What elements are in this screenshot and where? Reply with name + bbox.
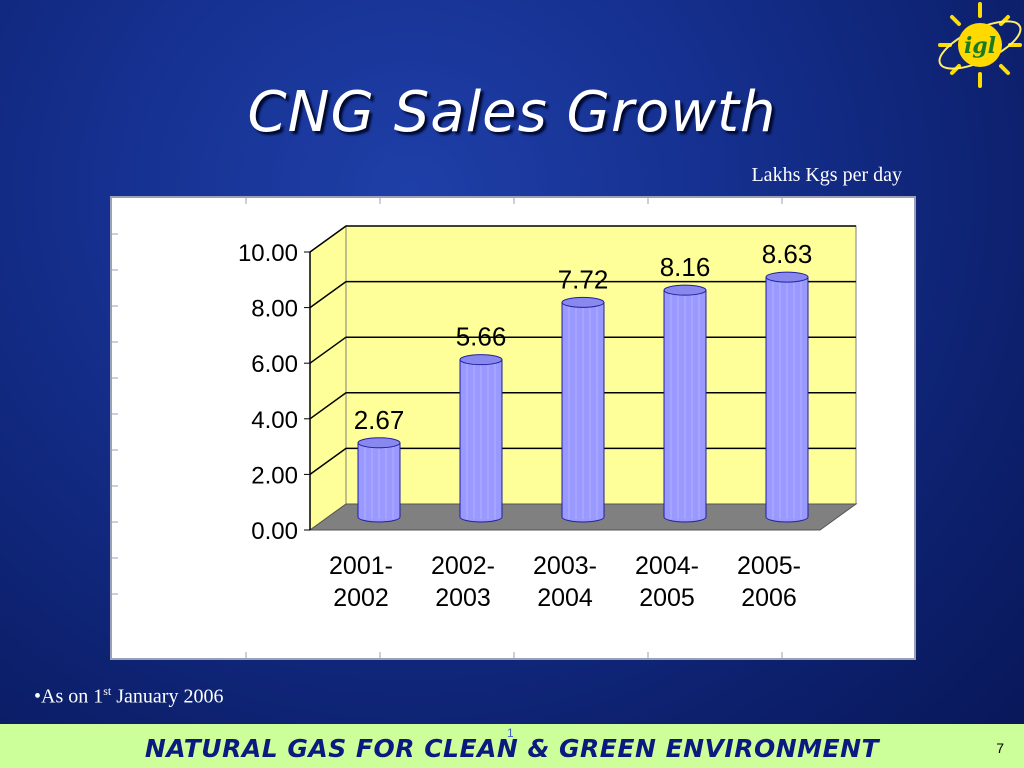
footer-slogan: NATURAL GAS FOR CLEAN & GREEN ENVIRONMEN…	[144, 734, 880, 763]
data-label: 7.72	[558, 264, 609, 294]
x-tick-label: 2002-	[431, 552, 495, 580]
x-tick-label: 2003-	[533, 552, 597, 580]
y-tick-label: 6.00	[251, 351, 298, 378]
bar-1	[459, 354, 503, 523]
y-tick-label: 8.00	[251, 296, 298, 323]
logo-text: igl	[964, 33, 996, 59]
slide-title: CNG Sales Growth	[247, 80, 777, 145]
bar-top	[765, 271, 809, 283]
x-tick-label: 2005	[639, 584, 695, 612]
bar-top	[357, 437, 401, 449]
plot-side-wall	[309, 225, 347, 531]
footnote: •As on 1st January 2006	[34, 684, 223, 709]
bar-top	[561, 296, 605, 308]
footer-mark: 1	[507, 726, 514, 740]
x-tick-label: 2005-	[737, 552, 801, 580]
y-tick-label: 10.00	[238, 240, 298, 267]
x-tick-label: 2002	[333, 584, 389, 612]
bar-top	[459, 354, 503, 366]
data-label: 5.66	[456, 322, 507, 352]
footnote-prefix: •As on 1	[34, 685, 104, 708]
data-label: 2.67	[354, 405, 405, 435]
bar-top	[663, 284, 707, 296]
gridline	[309, 280, 856, 309]
x-tick-label: 2001-	[329, 552, 393, 580]
bar-0	[357, 437, 401, 523]
page-number: 7	[996, 740, 1004, 756]
chart-frame: 0.00 2.00 4.00 6.00 8.00 10.00 2.67 5.66 7.72 8.1…	[110, 196, 916, 660]
data-label: 8.16	[660, 252, 711, 282]
x-tick-label: 2004-	[635, 552, 699, 580]
x-tick-label: 2004	[537, 584, 593, 612]
footnote-suffix: January 2006	[111, 685, 224, 708]
units-label: Lakhs Kgs per day	[751, 164, 902, 186]
bar-3	[663, 284, 707, 523]
x-tick-label: 2003	[435, 584, 491, 612]
y-tick-label: 2.00	[251, 462, 298, 489]
footer-band: 1 NATURAL GAS FOR CLEAN & GREEN ENVIRONM…	[0, 724, 1024, 768]
gridline	[309, 225, 856, 253]
y-tick-label: 4.00	[251, 407, 298, 434]
data-label: 8.63	[762, 239, 813, 269]
x-tick-label: 2006	[741, 584, 797, 612]
footnote-superscript: st	[103, 684, 112, 698]
igl-logo: igl	[930, 0, 1024, 92]
y-tick-label: 0.00	[251, 518, 298, 545]
bar-4	[765, 271, 809, 523]
bar-2	[561, 296, 605, 523]
bar-chart: 0.00 2.00 4.00 6.00 8.00 10.00 2.67 5.66 7.72 8.1…	[112, 198, 858, 658]
